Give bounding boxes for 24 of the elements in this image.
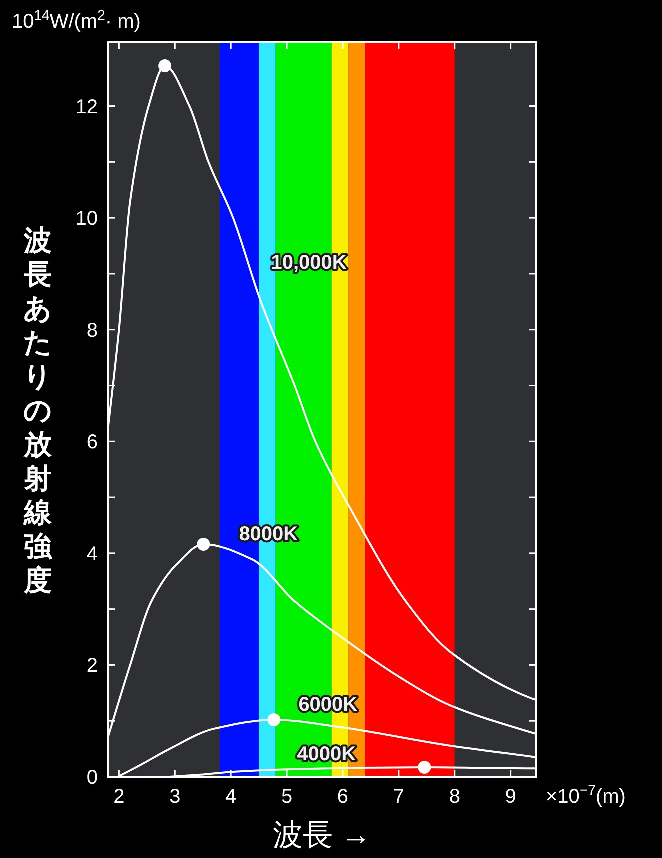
y-tick-label: 2 [86, 655, 98, 678]
x-tick-label: 6 [337, 786, 349, 808]
y-tick-label: 4 [86, 543, 98, 566]
point [268, 713, 281, 726]
text: 10$^{14}$W/(m$^{2}$· m) [12, 7, 141, 33]
x-tick-label: 5 [281, 786, 293, 808]
point [418, 761, 432, 774]
x-axis-title: 波長 → [272, 819, 372, 852]
y-tick-label: 8 [86, 320, 98, 342]
x-tick-label: 9 [505, 786, 516, 808]
x-tick-label: 2 [114, 786, 125, 808]
point [158, 60, 172, 73]
x-tick-label: 7 [393, 786, 404, 808]
point [197, 538, 210, 551]
x-tick-label: 8 [449, 786, 460, 808]
series-label: 8000K [239, 523, 299, 546]
y-tick-label: 12 [76, 96, 98, 118]
text: 波長あたりの放射線強度 [24, 225, 52, 596]
text: ×10$^{−7}$(m) [546, 782, 626, 808]
x-tick-label: 4 [226, 786, 237, 808]
y-tick-label: 10 [76, 208, 98, 230]
x-tick-label: 3 [170, 786, 181, 808]
y-tick-label: 0 [86, 767, 98, 789]
y-tick-label: 6 [86, 432, 98, 454]
